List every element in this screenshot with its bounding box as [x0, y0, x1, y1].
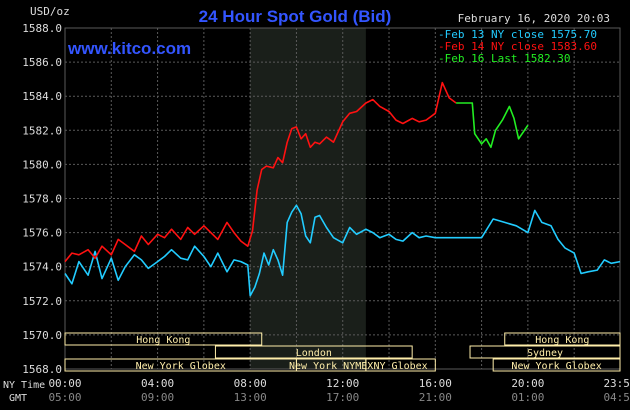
- chart-title: 24 Hour Spot Gold (Bid): [199, 7, 392, 26]
- session-box: [492, 358, 621, 372]
- x-tick-label-gmt: 13:00: [234, 391, 267, 404]
- session-label: Hong Kong: [535, 335, 589, 346]
- session-label: New York Globex: [511, 361, 601, 372]
- session-label: New York Globex: [136, 361, 226, 372]
- timestamp: February 16, 2020 20:03: [458, 12, 610, 25]
- nymex-highlight: [250, 28, 366, 369]
- plot-frame: [64, 27, 621, 370]
- ny-time-row-label: NY Time: [3, 380, 45, 391]
- session-label: New York NYMEX: [289, 361, 373, 372]
- session-box: [504, 332, 621, 346]
- y-tick-label: 1578.0: [22, 193, 62, 206]
- series-line-2: [456, 102, 529, 149]
- x-axis-ticks: 00:00 04:00 08:00 12:00 16:00 20:00 23:59 05:00…: [48, 377, 630, 404]
- watermark: www.kitco.com: [67, 39, 191, 58]
- y-tick-label: 1586.0: [22, 56, 62, 69]
- session-box: [64, 332, 263, 346]
- x-tick-label-ny: 04:00: [141, 377, 174, 390]
- session-box: [365, 358, 436, 372]
- x-tick-label-gmt: 17:00: [326, 391, 359, 404]
- series-line-1: [64, 81, 457, 263]
- y-tick-label: 1584.0: [22, 90, 62, 103]
- y-axis-unit: USD/oz: [30, 5, 70, 18]
- x-tick-label-gmt: 04:59: [603, 391, 630, 404]
- session-box: [469, 345, 621, 359]
- nymex-session-band: [250, 28, 366, 369]
- y-axis-ticks: 1588.0 1586.0 1584.0 1582.0 1580.0 1578.0 1576…: [22, 22, 62, 376]
- x-tick-label-ny: 16:00: [419, 377, 452, 390]
- y-tick-label: 1572.0: [22, 295, 62, 308]
- y-tick-label: 1574.0: [22, 261, 62, 274]
- market-sessions: Hong Kong London New York Globex New York N…: [64, 332, 621, 372]
- x-tick-label-gmt: 21:00: [419, 391, 452, 404]
- y-tick-label: 1570.0: [22, 329, 62, 342]
- session-box: [214, 345, 413, 359]
- series-lines: [64, 81, 621, 297]
- legend: -Feb 13 NY close 1575.70 -Feb 14 NY clos…: [438, 28, 597, 65]
- y-tick-label: 1588.0: [22, 22, 62, 35]
- x-tick-label-ny: 12:00: [326, 377, 359, 390]
- y-tick-label: 1582.0: [22, 124, 62, 137]
- y-tick-label: 1576.0: [22, 227, 62, 240]
- y-tick-label: 1580.0: [22, 158, 62, 171]
- grid: [64, 27, 621, 370]
- x-tick-label-gmt: 01:00: [511, 391, 544, 404]
- x-tick-label-ny: 23:59: [603, 377, 630, 390]
- x-tick-label-ny: 20:00: [511, 377, 544, 390]
- session-label: London: [296, 348, 332, 359]
- legend-entry-feb14: -Feb 14 NY close 1583.60: [438, 40, 597, 53]
- x-tick-label-ny: 00:00: [48, 377, 81, 390]
- y-tick-label: 1568.0: [22, 363, 62, 376]
- session-label: Sydney: [527, 348, 563, 359]
- legend-entry-feb13: -Feb 13 NY close 1575.70: [438, 28, 597, 41]
- series-line-0: [64, 204, 621, 297]
- session-label: Hong Kong: [136, 335, 190, 346]
- session-label: NY Globex: [373, 361, 427, 372]
- legend-entry-feb16: -Feb 16 Last 1582.30: [438, 52, 570, 65]
- x-tick-label-gmt: 05:00: [48, 391, 81, 404]
- x-tick-label-gmt: 09:00: [141, 391, 174, 404]
- x-tick-label-ny: 08:00: [234, 377, 267, 390]
- gmt-row-label: GMT: [9, 393, 27, 404]
